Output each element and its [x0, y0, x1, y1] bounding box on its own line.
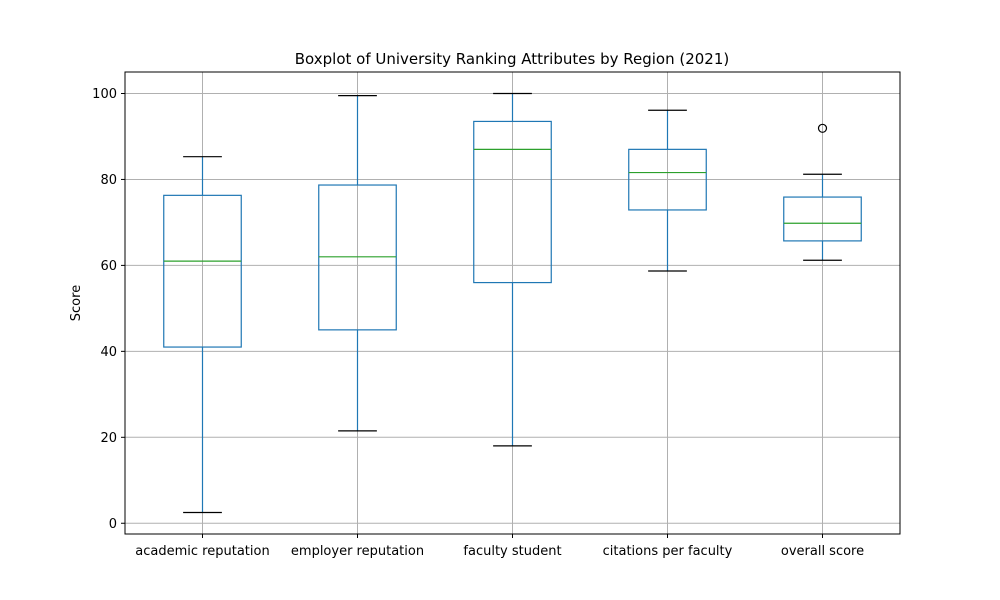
- tick-layer: 0 20 40 60 80 100 academic reputation employer …: [92, 87, 864, 559]
- y-tick-label: 20: [100, 431, 117, 446]
- x-tick-label: faculty student: [463, 544, 561, 559]
- plot-frame: [124, 71, 901, 535]
- box-group: [783, 123, 862, 261]
- iqr-box: [318, 184, 397, 331]
- box-group: [318, 95, 397, 432]
- chart-title: Boxplot of University Ranking Attributes…: [295, 50, 729, 68]
- box-layer: [163, 92, 862, 514]
- y-tick-label: 60: [100, 259, 117, 274]
- x-tick-label: employer reputation: [291, 544, 424, 559]
- box-group: [163, 156, 242, 514]
- x-tick-label: academic reputation: [135, 544, 269, 559]
- y-axis-label: Score: [69, 285, 84, 321]
- outlier-point: [817, 123, 828, 133]
- iqr-box: [628, 148, 707, 211]
- y-tick-label: 0: [109, 517, 117, 532]
- iqr-box: [783, 196, 862, 242]
- y-tick-label: 80: [100, 173, 117, 188]
- box-group: [628, 109, 707, 272]
- x-tick-label: overall score: [781, 544, 864, 559]
- y-tick-label: 40: [100, 345, 117, 360]
- iqr-box: [163, 194, 242, 348]
- x-tick-label: citations per faculty: [603, 544, 733, 559]
- iqr-box: [473, 120, 552, 284]
- box-group: [473, 92, 552, 447]
- y-tick-label: 100: [92, 87, 117, 102]
